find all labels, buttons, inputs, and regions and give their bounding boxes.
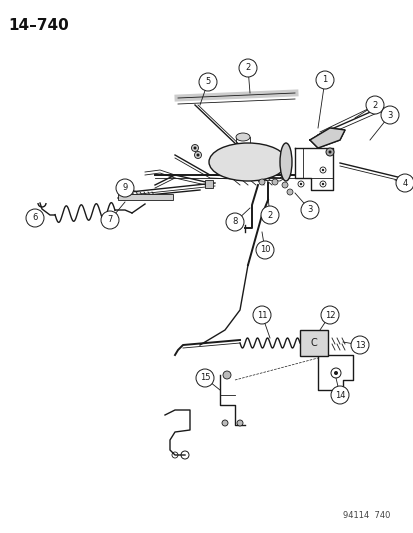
Circle shape xyxy=(238,59,256,77)
Circle shape xyxy=(350,336,368,354)
Text: 2: 2 xyxy=(267,211,272,220)
Text: 4: 4 xyxy=(401,179,407,188)
Text: 10: 10 xyxy=(259,246,270,254)
Circle shape xyxy=(315,71,333,89)
Circle shape xyxy=(395,174,413,192)
Polygon shape xyxy=(309,128,344,148)
Circle shape xyxy=(255,241,273,259)
Circle shape xyxy=(325,148,333,156)
Circle shape xyxy=(271,179,277,185)
Text: 5: 5 xyxy=(205,77,210,86)
Circle shape xyxy=(101,211,119,229)
Text: 2: 2 xyxy=(245,63,250,72)
Circle shape xyxy=(195,369,214,387)
Text: 6: 6 xyxy=(32,214,38,222)
Text: 9: 9 xyxy=(122,183,127,192)
Text: 7: 7 xyxy=(107,215,112,224)
Bar xyxy=(204,180,212,188)
Text: 8: 8 xyxy=(232,217,237,227)
Circle shape xyxy=(260,206,278,224)
Text: 94114  740: 94114 740 xyxy=(342,511,389,520)
Bar xyxy=(118,194,173,200)
Circle shape xyxy=(259,179,264,185)
Circle shape xyxy=(252,306,271,324)
Text: 13: 13 xyxy=(354,341,364,350)
Text: 2: 2 xyxy=(371,101,377,109)
Circle shape xyxy=(365,96,383,114)
Text: C: C xyxy=(310,338,317,348)
Circle shape xyxy=(26,209,44,227)
Text: 3: 3 xyxy=(306,206,312,214)
Circle shape xyxy=(221,420,228,426)
Circle shape xyxy=(193,147,196,149)
Text: 1: 1 xyxy=(322,76,327,85)
Circle shape xyxy=(333,371,337,375)
Circle shape xyxy=(281,182,287,188)
Circle shape xyxy=(236,420,242,426)
Circle shape xyxy=(223,371,230,379)
Text: 3: 3 xyxy=(387,110,392,119)
Text: 14–740: 14–740 xyxy=(8,18,69,33)
Circle shape xyxy=(380,106,398,124)
Circle shape xyxy=(191,144,198,151)
Circle shape xyxy=(196,154,199,157)
Text: 12: 12 xyxy=(324,311,335,319)
Ellipse shape xyxy=(279,143,291,181)
Circle shape xyxy=(116,179,134,197)
Circle shape xyxy=(225,213,243,231)
Circle shape xyxy=(321,169,323,171)
Text: 14: 14 xyxy=(334,391,344,400)
Circle shape xyxy=(300,201,318,219)
Circle shape xyxy=(299,183,301,185)
Circle shape xyxy=(330,386,348,404)
Bar xyxy=(299,330,327,356)
Circle shape xyxy=(320,306,338,324)
Text: 15: 15 xyxy=(199,374,210,383)
Circle shape xyxy=(321,183,323,185)
Circle shape xyxy=(328,150,331,154)
Circle shape xyxy=(199,73,216,91)
Ellipse shape xyxy=(235,133,249,141)
Circle shape xyxy=(286,189,292,195)
Text: 11: 11 xyxy=(256,311,267,319)
Circle shape xyxy=(194,151,201,158)
Ellipse shape xyxy=(209,143,286,181)
